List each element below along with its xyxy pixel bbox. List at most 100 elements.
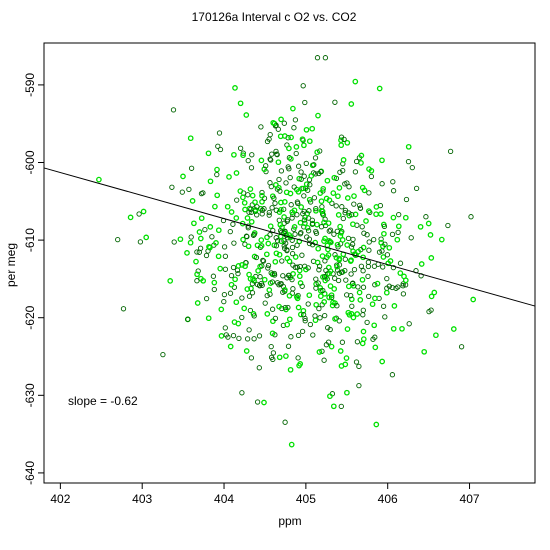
- data-point: [376, 249, 383, 255]
- data-point: [299, 136, 306, 143]
- data-point: [222, 325, 228, 331]
- data-point: [281, 199, 288, 205]
- x-axis-label: ppm: [278, 514, 301, 528]
- data-point: [316, 263, 323, 269]
- data-point: [228, 272, 235, 279]
- data-point: [293, 150, 299, 157]
- data-point: [202, 226, 208, 233]
- data-point: [218, 333, 225, 339]
- data-point: [248, 206, 254, 212]
- data-point: [276, 354, 283, 361]
- data-point: [288, 441, 295, 448]
- data-point: [323, 195, 330, 202]
- data-point: [282, 304, 288, 311]
- data-point: [349, 303, 355, 309]
- data-point: [246, 293, 253, 299]
- data-point: [339, 237, 346, 243]
- data-point: [372, 295, 378, 302]
- data-point: [326, 228, 332, 234]
- data-point: [318, 207, 325, 214]
- data-point: [193, 258, 199, 265]
- data-point: [278, 168, 285, 174]
- data-point: [273, 243, 280, 249]
- data-point: [431, 289, 438, 296]
- data-point: [96, 176, 102, 183]
- data-point: [298, 176, 304, 182]
- data-point: [284, 247, 290, 254]
- data-point: [267, 180, 273, 186]
- data-point: [365, 263, 372, 270]
- data-point: [370, 336, 376, 342]
- data-point: [214, 166, 220, 173]
- data-point: [264, 292, 270, 299]
- data-point: [344, 326, 351, 332]
- data-point: [331, 174, 338, 181]
- data-point: [115, 236, 121, 243]
- data-point: [317, 190, 324, 196]
- data-point: [286, 316, 293, 323]
- data-point: [250, 275, 256, 282]
- data-point: [271, 270, 278, 277]
- y-tick-label: -600: [23, 150, 37, 174]
- data-point: [266, 136, 272, 142]
- data-point: [296, 238, 303, 245]
- data-point: [349, 241, 356, 247]
- data-point: [468, 214, 474, 220]
- data-point: [230, 264, 237, 271]
- data-point: [301, 142, 307, 149]
- data-point: [329, 294, 335, 301]
- y-tick-label: -620: [23, 305, 37, 329]
- data-point: [243, 348, 250, 354]
- data-point: [305, 301, 311, 307]
- data-point: [357, 202, 363, 209]
- data-point: [177, 236, 184, 243]
- data-point: [402, 277, 409, 284]
- data-point: [377, 211, 384, 217]
- data-point: [348, 292, 354, 299]
- data-point: [322, 55, 329, 61]
- data-point: [275, 126, 281, 132]
- data-point: [160, 351, 166, 358]
- data-point: [338, 142, 345, 149]
- data-point: [275, 159, 282, 166]
- data-point: [274, 151, 280, 158]
- data-point: [349, 212, 355, 218]
- data-point: [366, 247, 372, 253]
- data-point: [346, 184, 352, 190]
- data-point: [222, 266, 229, 272]
- data-point: [194, 249, 200, 255]
- data-point: [358, 152, 365, 159]
- data-point: [350, 221, 356, 228]
- data-point: [311, 162, 317, 168]
- x-tick-label: 403: [132, 492, 152, 506]
- data-point: [409, 164, 415, 171]
- data-point: [255, 267, 261, 274]
- data-point: [258, 237, 265, 243]
- data-point: [254, 204, 260, 210]
- data-point: [275, 184, 282, 191]
- data-point: [286, 166, 292, 172]
- data-point: [243, 233, 250, 239]
- data-point: [253, 254, 260, 261]
- data-point: [319, 253, 326, 259]
- data-point: [261, 166, 268, 173]
- data-point: [373, 421, 380, 428]
- data-point: [396, 211, 402, 218]
- data-point: [217, 146, 224, 153]
- data-point: [278, 116, 284, 123]
- data-point: [294, 295, 301, 302]
- data-point: [248, 165, 255, 171]
- data-point: [274, 151, 280, 157]
- data-point: [334, 241, 341, 248]
- data-point: [316, 170, 322, 177]
- data-point: [237, 145, 244, 151]
- data-point: [323, 267, 329, 274]
- data-point: [306, 138, 313, 145]
- data-point: [379, 358, 386, 365]
- data-point: [445, 222, 451, 229]
- data-point: [222, 253, 229, 259]
- data-point: [264, 311, 271, 317]
- data-point: [286, 292, 293, 299]
- data-point: [391, 303, 398, 309]
